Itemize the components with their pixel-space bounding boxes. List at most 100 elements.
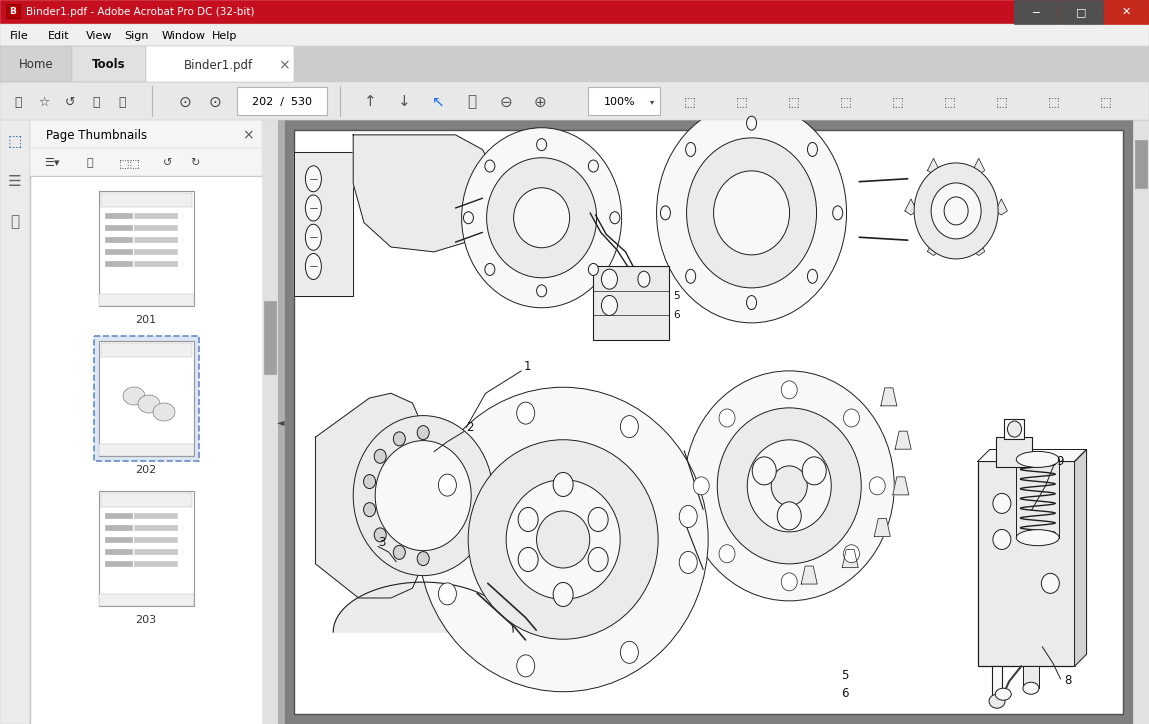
- Ellipse shape: [995, 689, 1011, 700]
- Bar: [146, 46, 294, 82]
- Ellipse shape: [717, 408, 862, 564]
- Ellipse shape: [439, 474, 456, 496]
- Polygon shape: [353, 135, 499, 252]
- Ellipse shape: [714, 171, 789, 255]
- Ellipse shape: [588, 547, 608, 571]
- Text: ⊙: ⊙: [209, 95, 222, 109]
- Bar: [1133, 120, 1149, 724]
- Bar: [105, 249, 132, 254]
- Ellipse shape: [747, 116, 756, 130]
- Bar: [294, 130, 1123, 714]
- Ellipse shape: [468, 439, 658, 639]
- Ellipse shape: [771, 466, 808, 506]
- Text: 100%: 100%: [604, 97, 635, 107]
- Text: ☆: ☆: [38, 96, 49, 109]
- Text: ⬚: ⬚: [892, 96, 904, 109]
- Ellipse shape: [393, 545, 406, 560]
- Ellipse shape: [870, 477, 885, 495]
- Bar: [105, 525, 132, 530]
- Text: ⬚: ⬚: [1100, 96, 1112, 109]
- Text: Page Thumbnails: Page Thumbnails: [46, 128, 147, 141]
- Text: ×: ×: [278, 58, 290, 72]
- Text: 3: 3: [378, 536, 385, 549]
- Ellipse shape: [487, 158, 596, 278]
- Text: ⊖: ⊖: [500, 95, 512, 109]
- Text: ⊙: ⊙: [178, 95, 192, 109]
- Bar: [0, 24, 1149, 46]
- Ellipse shape: [638, 272, 650, 287]
- Text: ↑: ↑: [363, 95, 377, 109]
- Text: Home: Home: [18, 59, 53, 72]
- Text: ×: ×: [242, 128, 254, 142]
- Bar: [978, 461, 1074, 666]
- Ellipse shape: [485, 160, 495, 172]
- Bar: [1104, 0, 1148, 24]
- Ellipse shape: [620, 641, 639, 663]
- Ellipse shape: [719, 409, 735, 427]
- Text: File: File: [10, 31, 29, 41]
- Text: ↖: ↖: [432, 95, 445, 109]
- Polygon shape: [973, 159, 985, 174]
- Bar: [105, 561, 132, 566]
- Bar: [99, 491, 194, 606]
- Text: ✋: ✋: [468, 95, 477, 109]
- Polygon shape: [294, 153, 353, 295]
- Ellipse shape: [463, 211, 473, 224]
- Text: ▾: ▾: [650, 98, 654, 106]
- Ellipse shape: [306, 253, 322, 279]
- Ellipse shape: [686, 143, 695, 156]
- Text: ⬚: ⬚: [1048, 96, 1059, 109]
- Text: Window: Window: [162, 31, 206, 41]
- Text: 6: 6: [673, 311, 679, 320]
- Ellipse shape: [777, 502, 801, 530]
- Text: 202: 202: [136, 465, 156, 475]
- Ellipse shape: [514, 188, 570, 248]
- Ellipse shape: [679, 505, 697, 528]
- Ellipse shape: [518, 547, 538, 571]
- Text: 6: 6: [841, 687, 848, 700]
- Text: 201: 201: [136, 315, 156, 325]
- Ellipse shape: [1041, 573, 1059, 594]
- Polygon shape: [978, 450, 1087, 461]
- Text: ⬚: ⬚: [684, 96, 696, 109]
- Ellipse shape: [1016, 451, 1059, 468]
- Ellipse shape: [993, 529, 1011, 550]
- Text: Help: Help: [213, 31, 238, 41]
- Bar: [6, 4, 20, 18]
- Ellipse shape: [393, 432, 406, 446]
- Ellipse shape: [1016, 530, 1059, 546]
- Text: ↺: ↺: [64, 96, 75, 109]
- Ellipse shape: [781, 573, 797, 591]
- Bar: [134, 525, 177, 530]
- Ellipse shape: [306, 195, 322, 221]
- Polygon shape: [874, 518, 890, 536]
- Text: 5: 5: [673, 291, 679, 300]
- Bar: [105, 261, 132, 266]
- Ellipse shape: [656, 103, 847, 323]
- Text: B: B: [9, 7, 16, 15]
- Ellipse shape: [553, 473, 573, 497]
- Text: 🗑: 🗑: [86, 158, 93, 168]
- Bar: [1059, 0, 1103, 24]
- Ellipse shape: [1008, 421, 1021, 437]
- Bar: [0, 46, 72, 82]
- Bar: [105, 213, 132, 218]
- Text: ☰: ☰: [8, 174, 22, 190]
- Polygon shape: [927, 240, 940, 256]
- Ellipse shape: [306, 224, 322, 251]
- Text: 🔍: 🔍: [118, 96, 125, 109]
- Ellipse shape: [693, 477, 709, 495]
- Bar: [101, 493, 192, 507]
- Bar: [996, 437, 1033, 467]
- Bar: [134, 261, 177, 266]
- Bar: [1015, 0, 1058, 24]
- Text: ✕: ✕: [1121, 7, 1131, 17]
- Ellipse shape: [685, 371, 894, 601]
- Ellipse shape: [517, 654, 534, 677]
- Polygon shape: [1074, 450, 1087, 666]
- Text: ⬚: ⬚: [944, 96, 956, 109]
- Text: ☰▾: ☰▾: [44, 158, 60, 168]
- Bar: [237, 87, 327, 115]
- Ellipse shape: [353, 416, 493, 576]
- Bar: [101, 343, 192, 357]
